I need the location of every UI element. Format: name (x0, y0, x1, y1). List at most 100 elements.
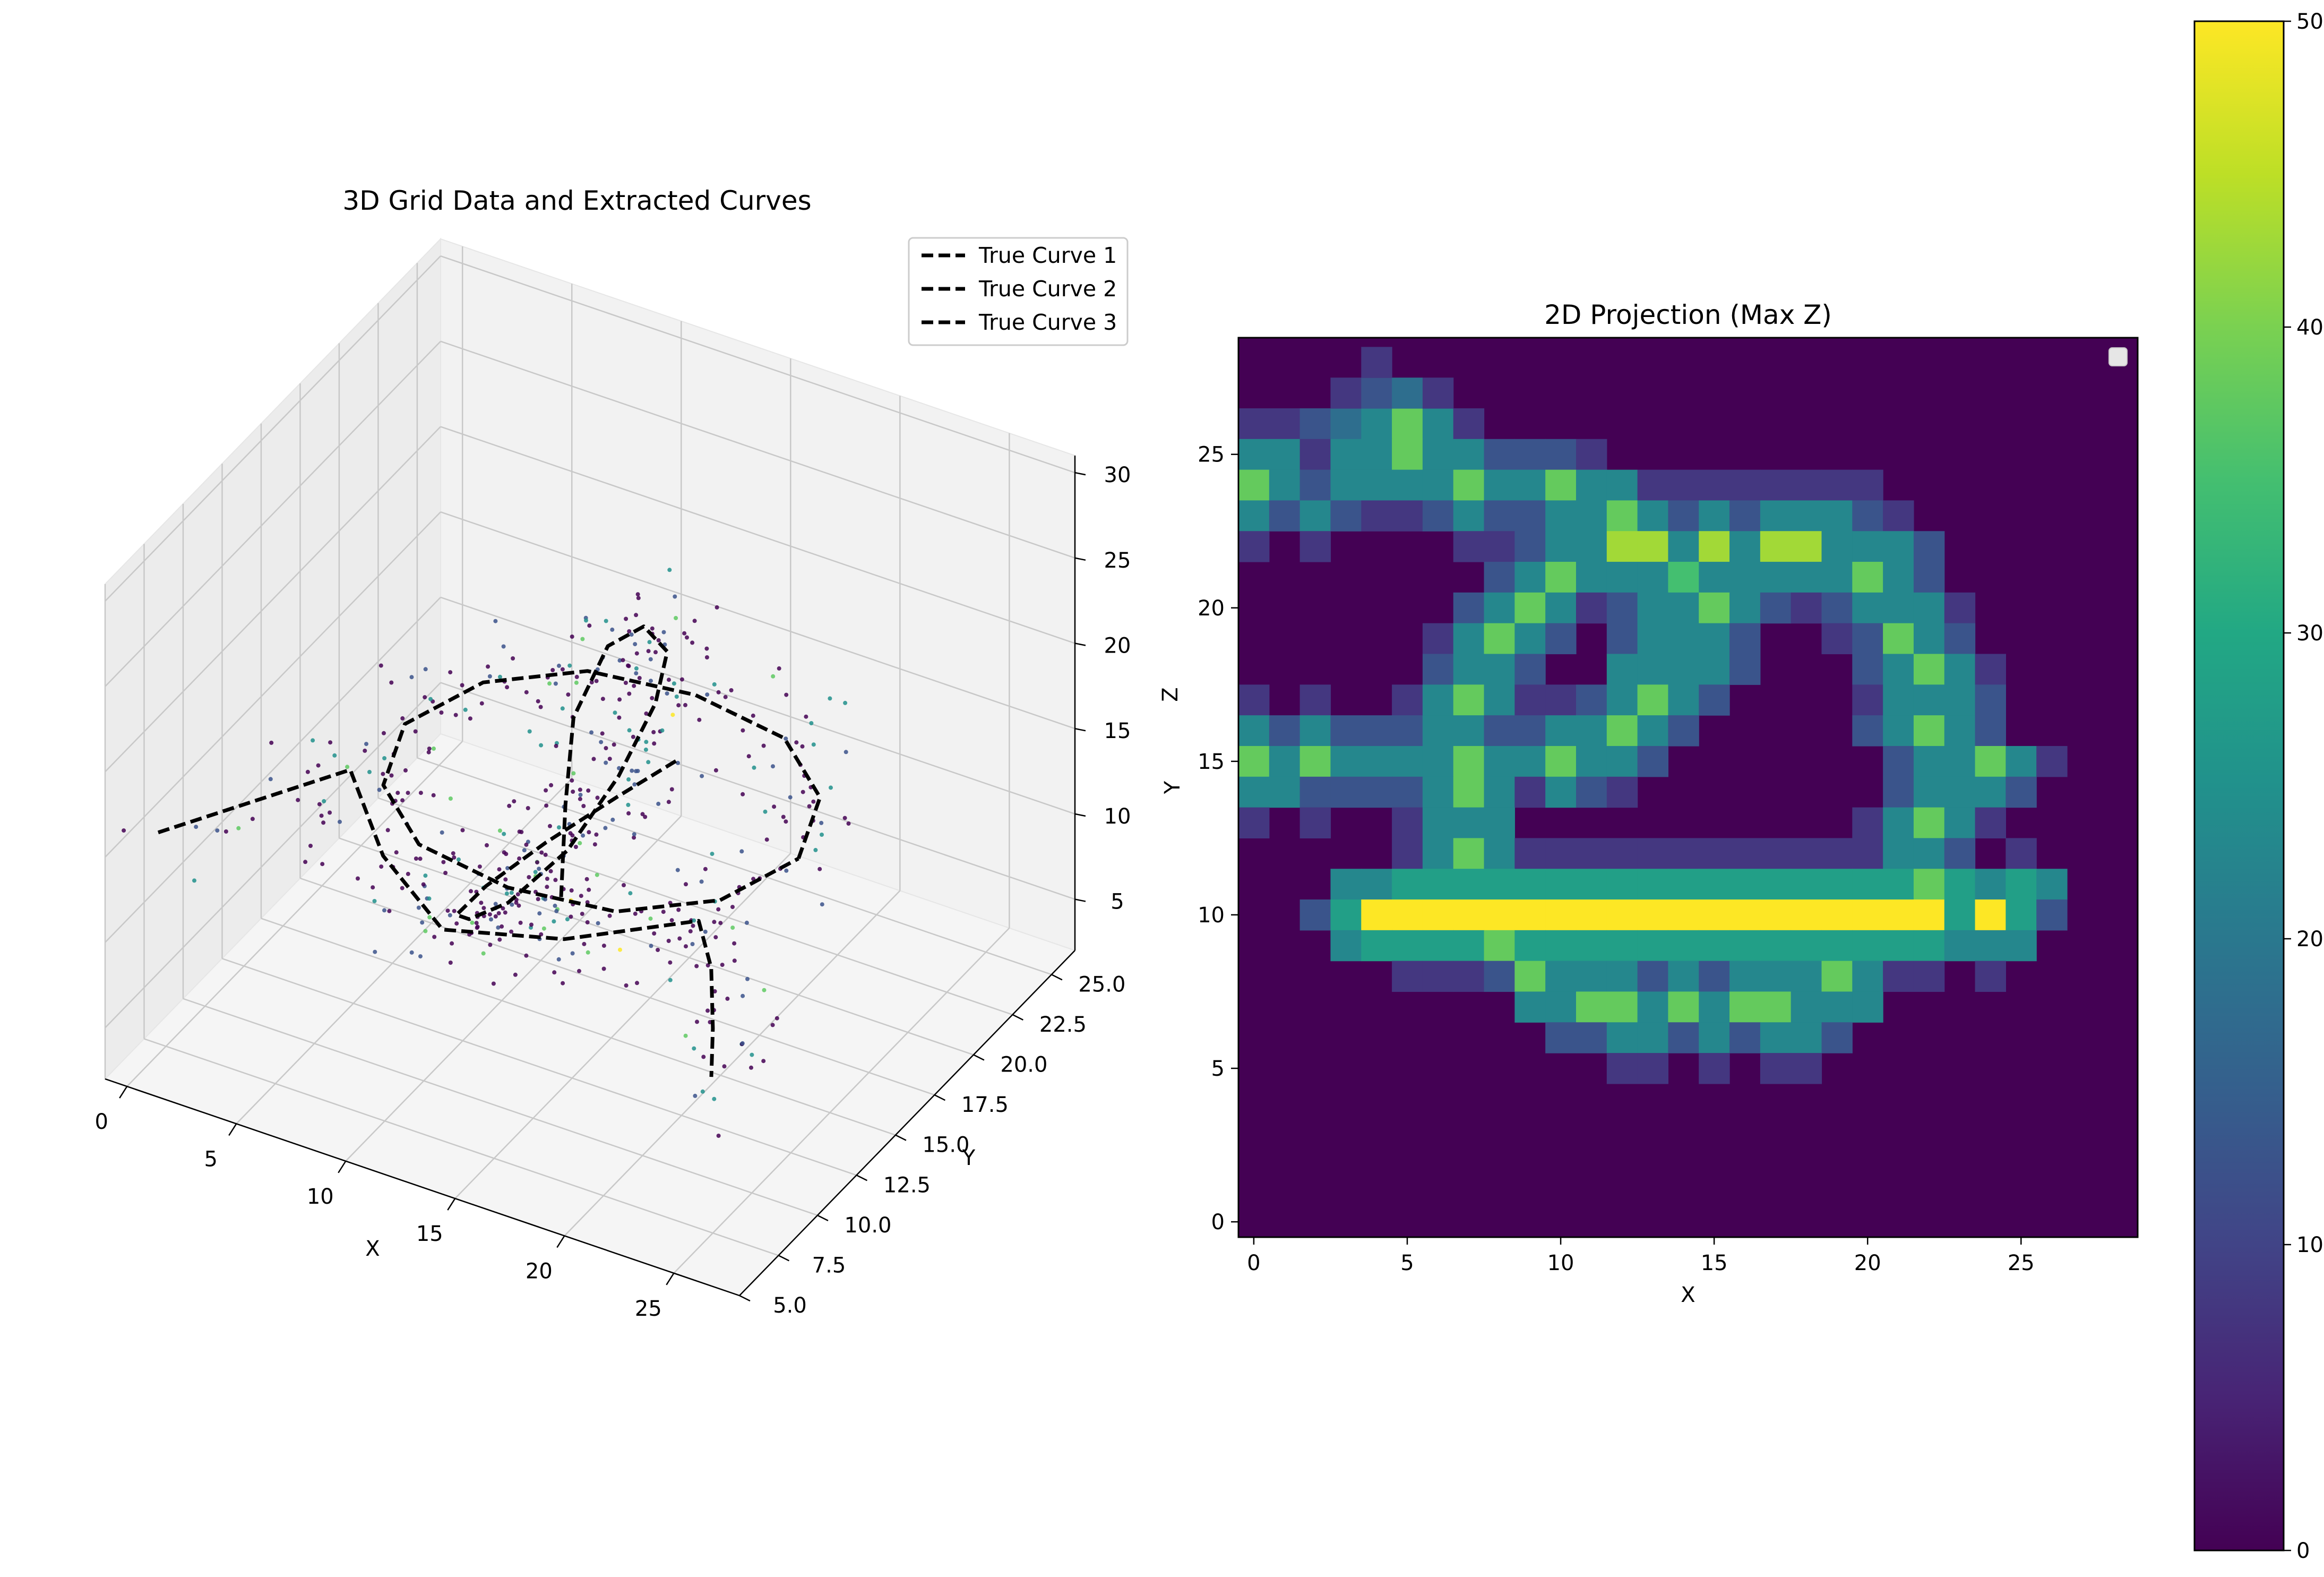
heatmap-cell (1392, 930, 1423, 962)
heatmap-cell (2036, 745, 2068, 777)
heatmap-cell (1883, 654, 1914, 685)
heatmap-cell (1699, 500, 1730, 532)
scatter-point (665, 691, 669, 696)
scatter-point (485, 843, 489, 847)
heatmap-cell (1269, 469, 1301, 501)
scatter-point (328, 740, 333, 745)
scatter-point (543, 852, 548, 857)
scatter-point (512, 799, 517, 804)
scatter-point (701, 1055, 706, 1059)
scatter-point (503, 877, 508, 882)
heatmap-cell (1422, 715, 1454, 747)
scatter-point (493, 902, 498, 906)
heatmap-cell (1699, 961, 1730, 992)
scatter-point (570, 951, 575, 956)
scatter-point (603, 826, 608, 830)
scatter-point (705, 1008, 710, 1013)
scatter-point (269, 740, 274, 745)
heatmap-cells (1238, 338, 2138, 1237)
scatter-point (722, 1064, 727, 1069)
heatmap-cell (1637, 684, 1669, 716)
gridline-z-back (440, 682, 1075, 900)
scatter-point (308, 844, 313, 848)
heatmap-cell (1422, 623, 1454, 655)
heatmap-cell (1791, 469, 1822, 501)
scatter-point (730, 905, 735, 910)
scatter-point (567, 663, 572, 668)
heatmap-cell (1606, 1053, 1638, 1084)
heatmap-cell (1852, 623, 1883, 655)
heatmap-cell (1699, 623, 1730, 655)
scatter-point (784, 736, 788, 741)
scatter-point (644, 740, 649, 744)
z-tick-3d (1074, 898, 1086, 902)
scatter-point (710, 852, 715, 856)
scatter-point (488, 942, 493, 947)
scatter-point (400, 886, 404, 890)
scatter-point (513, 972, 518, 977)
x-axis-label-2d: X (1681, 1283, 1695, 1307)
heatmap-cell (1852, 654, 1883, 685)
scatter-point (439, 710, 444, 715)
scatter-point (828, 696, 832, 701)
scatter-point (538, 705, 543, 709)
heatmap-cell (1821, 531, 1853, 562)
heatmap-cell (1883, 531, 1914, 562)
scatter-point (762, 988, 767, 992)
y-tick-3d (1051, 974, 1063, 981)
heatmap-cell (1576, 930, 1607, 962)
heatmap-cell (1299, 776, 1331, 808)
scatter-point (632, 782, 637, 787)
scatter-point (667, 568, 672, 572)
heatmap-cell (1791, 899, 1822, 931)
heatmap-cell (1330, 715, 1362, 747)
heatmap-cell (1913, 715, 1945, 747)
heatmap-cell (1760, 1022, 1792, 1053)
scatter-point (463, 707, 468, 712)
heatmap-cell (1975, 930, 2006, 962)
heatmap-cell (1606, 500, 1638, 532)
heatmap-cell (1760, 838, 1792, 869)
heatmap-cell (1637, 869, 1669, 900)
scatter-point (692, 918, 696, 923)
scatter-point (544, 788, 548, 793)
heatmap-cell (1668, 838, 1699, 869)
heatmap-cell (1699, 1053, 1730, 1084)
scatter-point (574, 680, 579, 685)
scatter-point (595, 872, 599, 877)
heatmap-cell (1913, 623, 1945, 655)
scatter-point (539, 743, 544, 748)
scatter-point (633, 911, 638, 916)
heatmap-cell (1545, 930, 1577, 962)
heatmap-cell (1668, 500, 1699, 532)
scatter-point (320, 862, 325, 867)
heatmap-cell (1791, 869, 1822, 900)
heatmap-cell (1330, 408, 1362, 440)
heatmap-cell (1422, 899, 1454, 931)
heatmap-cell (1422, 469, 1454, 501)
scatter-point (382, 908, 386, 913)
heatmap-cell (1975, 684, 2006, 716)
heatmap-cell (1576, 745, 1607, 777)
scatter-point (504, 891, 509, 896)
scatter-point (716, 907, 721, 912)
heatmap-cell (1453, 899, 1485, 931)
scatter-point (428, 697, 433, 701)
scatter-point (648, 657, 653, 662)
scatter-point (746, 754, 751, 759)
scatter-point (578, 793, 583, 797)
gridline-x-floor (564, 890, 901, 1237)
scatter-point (713, 935, 718, 940)
scatter-point (610, 817, 615, 822)
scatter-point (591, 757, 596, 761)
heatmap-cell (1883, 899, 1914, 931)
scatter-point (547, 681, 552, 686)
heatmap-cell (1576, 562, 1607, 593)
scatter-point (794, 740, 799, 745)
z-tick-label-3d: 30 (1104, 463, 1131, 487)
heatmap-cell (1545, 623, 1577, 655)
scatter-point (656, 948, 660, 952)
scatter-point (493, 914, 498, 919)
heatmap-cell (1453, 930, 1485, 962)
z-tick-3d (1074, 472, 1086, 476)
